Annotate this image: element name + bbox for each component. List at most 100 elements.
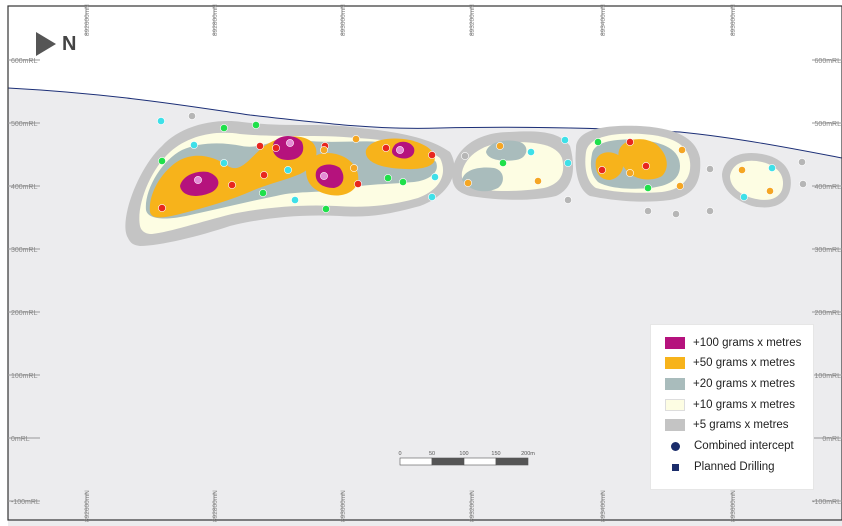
mn-label-top: 892600mN (84, 4, 91, 36)
intercept-dot (644, 207, 652, 215)
intercept-dot (564, 196, 572, 204)
rl-label-right: 300mRL (815, 247, 842, 254)
intercept-dot (354, 180, 362, 188)
legend-item-plus10: +10 grams x metres (665, 397, 795, 413)
scale-tick-label: 200m (521, 451, 535, 457)
mn-label-top: 893600mN (730, 4, 737, 36)
intercept-dot (284, 166, 292, 174)
rl-label-left: 600mRL (11, 58, 38, 65)
rl-label-right: -100mRL (812, 499, 841, 506)
legend-swatch (665, 357, 685, 369)
rl-tick-group (8, 59, 842, 502)
intercept-dot (272, 144, 280, 152)
mn-tick-group (85, 6, 733, 520)
intercept-dot (678, 146, 686, 154)
intercept-dot (158, 157, 166, 165)
intercept-dot (564, 159, 572, 167)
legend-item-plus20: +20 grams x metres (665, 376, 795, 392)
intercept-dot (352, 135, 360, 143)
intercept-dot (220, 124, 228, 132)
intercept-dot (464, 179, 472, 187)
scale-tick-label: 50 (429, 451, 435, 457)
intercept-dot (496, 142, 504, 150)
intercept-dot (322, 205, 330, 213)
rl-labels-right: 600mRL 500mRL 400mRL 300mRL 200mRL 100mR… (812, 58, 841, 506)
contour-plus100 (180, 136, 415, 196)
intercept-dot (396, 146, 404, 154)
intercept-dot (594, 138, 602, 146)
intercept-dot (428, 193, 436, 201)
north-arrow: N (36, 32, 76, 56)
intercept-dot (766, 187, 774, 195)
legend-swatch (665, 399, 685, 411)
mn-label-top: 892800mN (212, 4, 219, 36)
intercept-dot (188, 112, 196, 120)
intercept-dot (626, 169, 634, 177)
mn-label-top: 893000mN (340, 4, 347, 36)
intercept-dot (286, 139, 294, 147)
intercept-dot (499, 159, 507, 167)
rl-label-left: 0mRL (11, 436, 30, 443)
rl-label-right: 0mRL (822, 436, 841, 443)
intercept-dot (291, 196, 299, 204)
rl-labels-left: 600mRL 500mRL 400mRL 300mRL 200mRL 100mR… (11, 58, 40, 506)
intercept-dot (798, 158, 806, 166)
rl-label-left: 300mRL (11, 247, 38, 254)
mn-label-top: 893200mN (469, 4, 476, 36)
intercept-dot (644, 184, 652, 192)
intercept-dot (672, 210, 680, 218)
scale-tick-label: 100 (459, 451, 468, 457)
legend-swatch (665, 419, 685, 431)
mn-label-bottom: 893000mN (340, 490, 347, 522)
legend-label: Combined intercept (694, 440, 794, 452)
legend-item-planned-drilling: Planned Drilling (665, 459, 775, 475)
intercept-dot (382, 144, 390, 152)
intercept-dot (676, 182, 684, 190)
scale-tick-label: 150 (491, 451, 500, 457)
intercept-dot (220, 159, 228, 167)
mn-labels-top: 892600mN 892800mN 893000mN 893200mN 8934… (84, 4, 737, 36)
intercept-dot (527, 148, 535, 156)
mn-label-bottom: 892800mN (212, 490, 219, 522)
legend-item-plus5: +5 grams x metres (665, 417, 789, 433)
intercept-dot (431, 173, 439, 181)
intercept-dot (428, 151, 436, 159)
rl-label-left: 200mRL (11, 310, 38, 317)
rl-label-left: 500mRL (11, 121, 38, 128)
rl-label-left: 100mRL (11, 373, 38, 380)
mn-label-bottom: 893600mN (730, 490, 737, 522)
legend-swatch (665, 378, 685, 390)
intercept-dot (799, 180, 807, 188)
intercept-dot (320, 172, 328, 180)
intercept-dot (738, 166, 746, 174)
scale-tick-label: 0 (398, 451, 401, 457)
mn-label-top: 893400mN (600, 4, 607, 36)
intercept-dot (158, 204, 166, 212)
intercept-dot (190, 141, 198, 149)
intercept-dot (740, 193, 748, 201)
intercept-dot (399, 178, 407, 186)
square-icon (672, 463, 679, 471)
intercept-dot (228, 181, 236, 189)
mn-label-bottom: 893200mN (469, 490, 476, 522)
legend-label: +50 grams x metres (693, 357, 795, 369)
scale-seg (495, 457, 529, 466)
scale-bar: 0 50 100 150 200m (398, 451, 535, 466)
intercept-dot (256, 142, 264, 150)
rl-label-right: 100mRL (815, 373, 842, 380)
legend-label: +20 grams x metres (693, 378, 795, 390)
scale-seg (399, 457, 433, 466)
intercept-dot (461, 152, 469, 160)
legend-label: +5 grams x metres (693, 419, 789, 431)
intercept-dot (350, 164, 358, 172)
legend-item-plus100: +100 grams x metres (665, 335, 801, 351)
intercept-dot (561, 136, 569, 144)
circle-icon (671, 441, 680, 451)
map-frame (7, 5, 842, 521)
intercept-dot (706, 165, 714, 173)
rl-label-right: 500mRL (815, 121, 842, 128)
surface-topography-line (7, 87, 842, 159)
intercept-dot (259, 189, 267, 197)
